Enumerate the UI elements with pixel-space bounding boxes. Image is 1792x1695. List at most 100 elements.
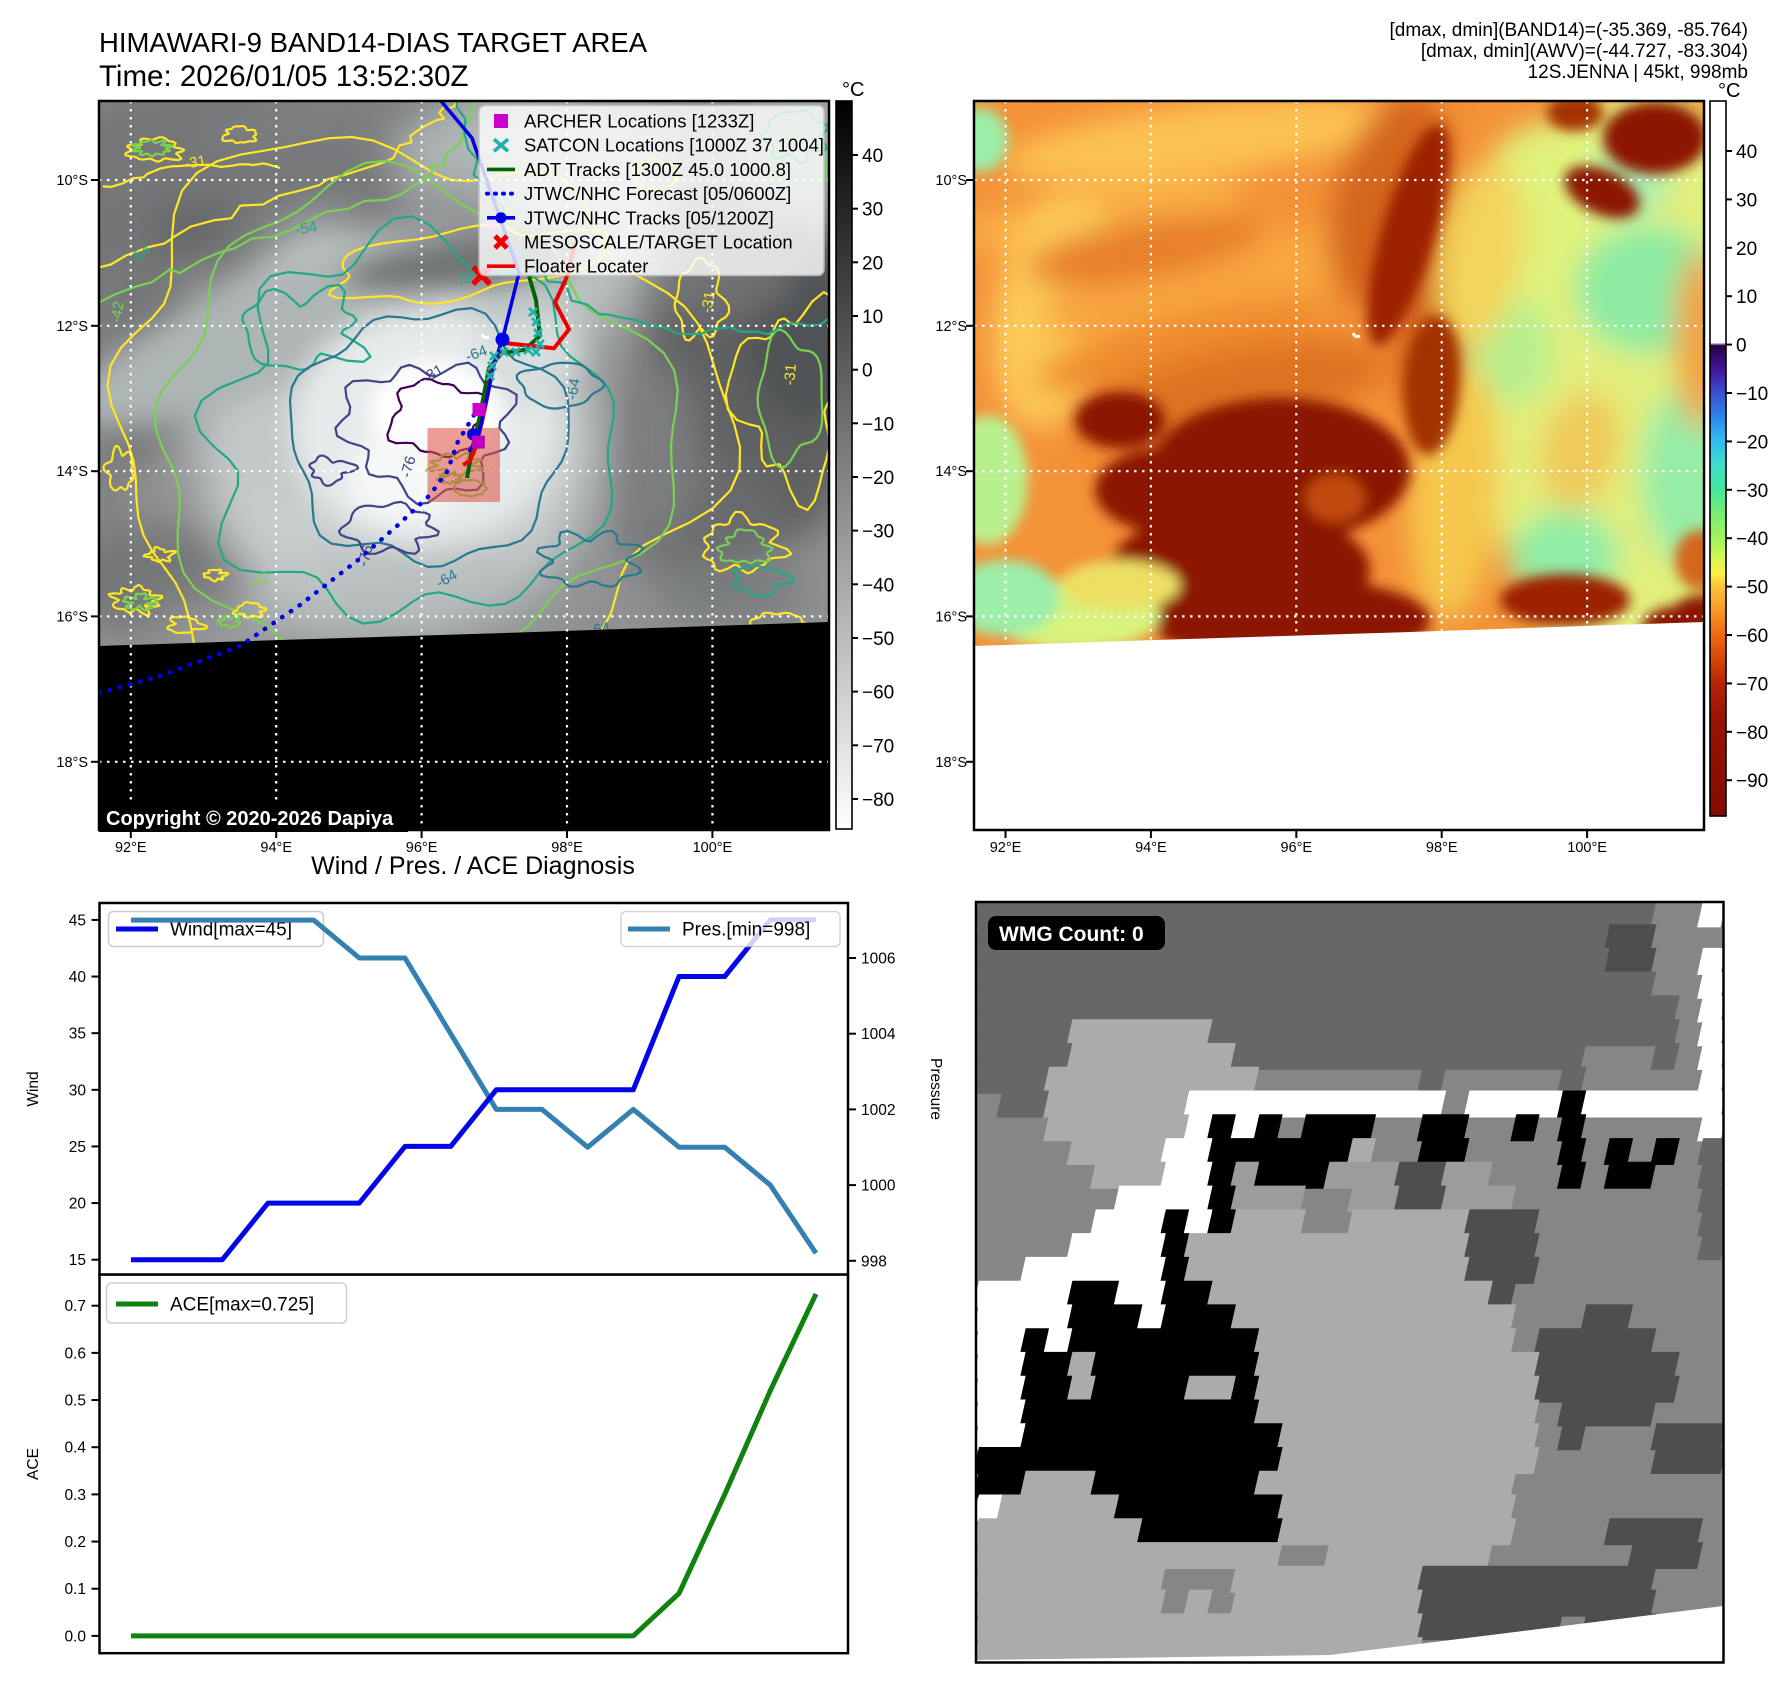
svg-text:30: 30	[862, 200, 883, 221]
svg-text:0.7: 0.7	[64, 1298, 86, 1315]
svg-text:18°S: 18°S	[56, 755, 88, 771]
svg-text:998: 998	[861, 1253, 887, 1270]
svg-text:ACE: ACE	[25, 1448, 42, 1480]
svg-text:-64: -64	[563, 377, 584, 401]
svg-text:−70: −70	[1736, 674, 1768, 695]
svg-text:94°E: 94°E	[1135, 840, 1167, 856]
svg-text:100°E: 100°E	[1567, 840, 1607, 856]
svg-text:°C: °C	[1718, 80, 1740, 102]
svg-text:Copyright © 2020-2026 Dapiya: Copyright © 2020-2026 Dapiya	[106, 808, 394, 830]
svg-text:0.5: 0.5	[64, 1393, 86, 1410]
svg-text:14°S: 14°S	[935, 464, 967, 480]
svg-text:−60: −60	[1736, 626, 1768, 647]
svg-text:−20: −20	[1736, 432, 1768, 453]
svg-text:Floater Locater: Floater Locater	[524, 256, 648, 277]
svg-text:−70: −70	[862, 736, 894, 757]
svg-text:-31: -31	[698, 290, 719, 314]
svg-text:16°S: 16°S	[935, 609, 967, 625]
svg-text:−50: −50	[862, 629, 894, 650]
svg-text:16°S: 16°S	[56, 609, 88, 625]
svg-text:-76: -76	[398, 454, 420, 479]
svg-text:20: 20	[1736, 239, 1757, 260]
svg-text:HIMAWARI-9 BAND14-DIAS TARGET: HIMAWARI-9 BAND14-DIAS TARGET AREA	[99, 27, 648, 58]
svg-text:JTWC/NHC Tracks [05/1200Z]: JTWC/NHC Tracks [05/1200Z]	[524, 207, 774, 228]
svg-text:ACE[max=0.725]: ACE[max=0.725]	[170, 1295, 314, 1316]
svg-text:-42: -42	[245, 569, 271, 592]
svg-text:0: 0	[862, 361, 873, 382]
svg-text:−40: −40	[862, 575, 894, 596]
svg-text:30: 30	[69, 1082, 87, 1099]
svg-text:92°E: 92°E	[115, 840, 147, 856]
svg-text:10°S: 10°S	[935, 173, 967, 189]
svg-text:18°S: 18°S	[935, 755, 967, 771]
svg-text:−30: −30	[1736, 481, 1768, 502]
svg-text:1002: 1002	[861, 1102, 895, 1119]
svg-text:94°E: 94°E	[260, 840, 292, 856]
svg-text:0.4: 0.4	[64, 1440, 86, 1457]
svg-text:−80: −80	[1736, 723, 1768, 744]
svg-text:-54: -54	[294, 218, 318, 239]
svg-text:0.3: 0.3	[64, 1487, 86, 1504]
svg-text:−20: −20	[862, 468, 894, 489]
svg-text:ADT Tracks [1300Z 45.0 1000.8]: ADT Tracks [1300Z 45.0 1000.8]	[524, 159, 791, 180]
svg-text:-76: -76	[355, 543, 377, 568]
svg-text:-42: -42	[107, 300, 128, 324]
svg-text:15: 15	[69, 1252, 86, 1269]
svg-text:Time: 2026/01/05 13:52:30Z: Time: 2026/01/05 13:52:30Z	[99, 60, 469, 93]
svg-text:40: 40	[69, 969, 87, 986]
svg-text:1004: 1004	[861, 1026, 896, 1043]
svg-text:-64: -64	[463, 342, 489, 365]
svg-text:25: 25	[69, 1139, 86, 1156]
svg-text:30: 30	[1736, 190, 1757, 211]
svg-text:−90: −90	[1736, 771, 1768, 792]
svg-text:JTWC/NHC Forecast [05/0600Z]: JTWC/NHC Forecast [05/0600Z]	[524, 183, 791, 204]
svg-text:-31: -31	[781, 363, 800, 386]
svg-text:0.2: 0.2	[64, 1534, 86, 1551]
svg-text:98°E: 98°E	[551, 840, 583, 856]
svg-text:96°E: 96°E	[1280, 840, 1312, 856]
svg-text:Wind[max=45]: Wind[max=45]	[170, 920, 292, 941]
svg-text:96°E: 96°E	[406, 840, 438, 856]
svg-text:MESOSCALE/TARGET Location: MESOSCALE/TARGET Location	[524, 232, 793, 253]
svg-text:40: 40	[1736, 142, 1757, 163]
svg-text:0.0: 0.0	[64, 1628, 86, 1645]
svg-text:45: 45	[69, 912, 86, 929]
svg-text:12S.JENNA | 45kt, 998mb: 12S.JENNA | 45kt, 998mb	[1528, 62, 1748, 83]
svg-text:WMG Count: 0: WMG Count: 0	[999, 923, 1144, 946]
svg-text:-31: -31	[183, 152, 207, 173]
svg-text:0.6: 0.6	[64, 1345, 86, 1362]
svg-text:20: 20	[862, 253, 883, 274]
svg-text:[dmax, dmin](BAND14)=(-35.369,: [dmax, dmin](BAND14)=(-35.369, -85.764)	[1389, 20, 1748, 41]
svg-text:1000: 1000	[861, 1178, 896, 1195]
svg-text:1006: 1006	[861, 951, 895, 968]
svg-text:Pres.[min=998]: Pres.[min=998]	[682, 920, 810, 941]
svg-text:10: 10	[862, 307, 883, 328]
svg-text:[dmax, dmin](AWV)=(-44.727, -8: [dmax, dmin](AWV)=(-44.727, -83.304)	[1421, 41, 1748, 62]
svg-text:98°E: 98°E	[1426, 840, 1458, 856]
svg-text:Pressure: Pressure	[927, 1058, 944, 1120]
svg-text:12°S: 12°S	[935, 319, 967, 335]
svg-text:100°E: 100°E	[693, 840, 733, 856]
svg-text:0: 0	[1736, 336, 1747, 357]
svg-text:10: 10	[1736, 287, 1757, 308]
svg-text:SATCON Locations [1000Z 37 100: SATCON Locations [1000Z 37 1004]	[524, 135, 824, 156]
svg-text:35: 35	[69, 1026, 86, 1043]
svg-text:−10: −10	[1736, 384, 1768, 405]
svg-text:−40: −40	[1736, 529, 1768, 550]
svg-text:−60: −60	[862, 683, 894, 704]
svg-text:−50: −50	[1736, 578, 1768, 599]
svg-text:14°S: 14°S	[56, 464, 88, 480]
svg-text:Wind: Wind	[25, 1071, 42, 1106]
svg-text:ARCHER Locations [1233Z]: ARCHER Locations [1233Z]	[524, 111, 754, 132]
svg-text:−30: −30	[862, 522, 894, 543]
svg-text:0.1: 0.1	[64, 1581, 86, 1598]
svg-text:−80: −80	[862, 790, 894, 811]
svg-text:°C: °C	[842, 79, 864, 101]
svg-text:10°S: 10°S	[56, 173, 88, 189]
svg-text:40: 40	[862, 146, 883, 167]
svg-text:Wind / Pres. / ACE Diagnosis: Wind / Pres. / ACE Diagnosis	[311, 852, 635, 880]
svg-text:12°S: 12°S	[56, 319, 88, 335]
svg-text:20: 20	[69, 1196, 87, 1213]
svg-text:92°E: 92°E	[990, 840, 1022, 856]
svg-text:−10: −10	[862, 414, 894, 435]
